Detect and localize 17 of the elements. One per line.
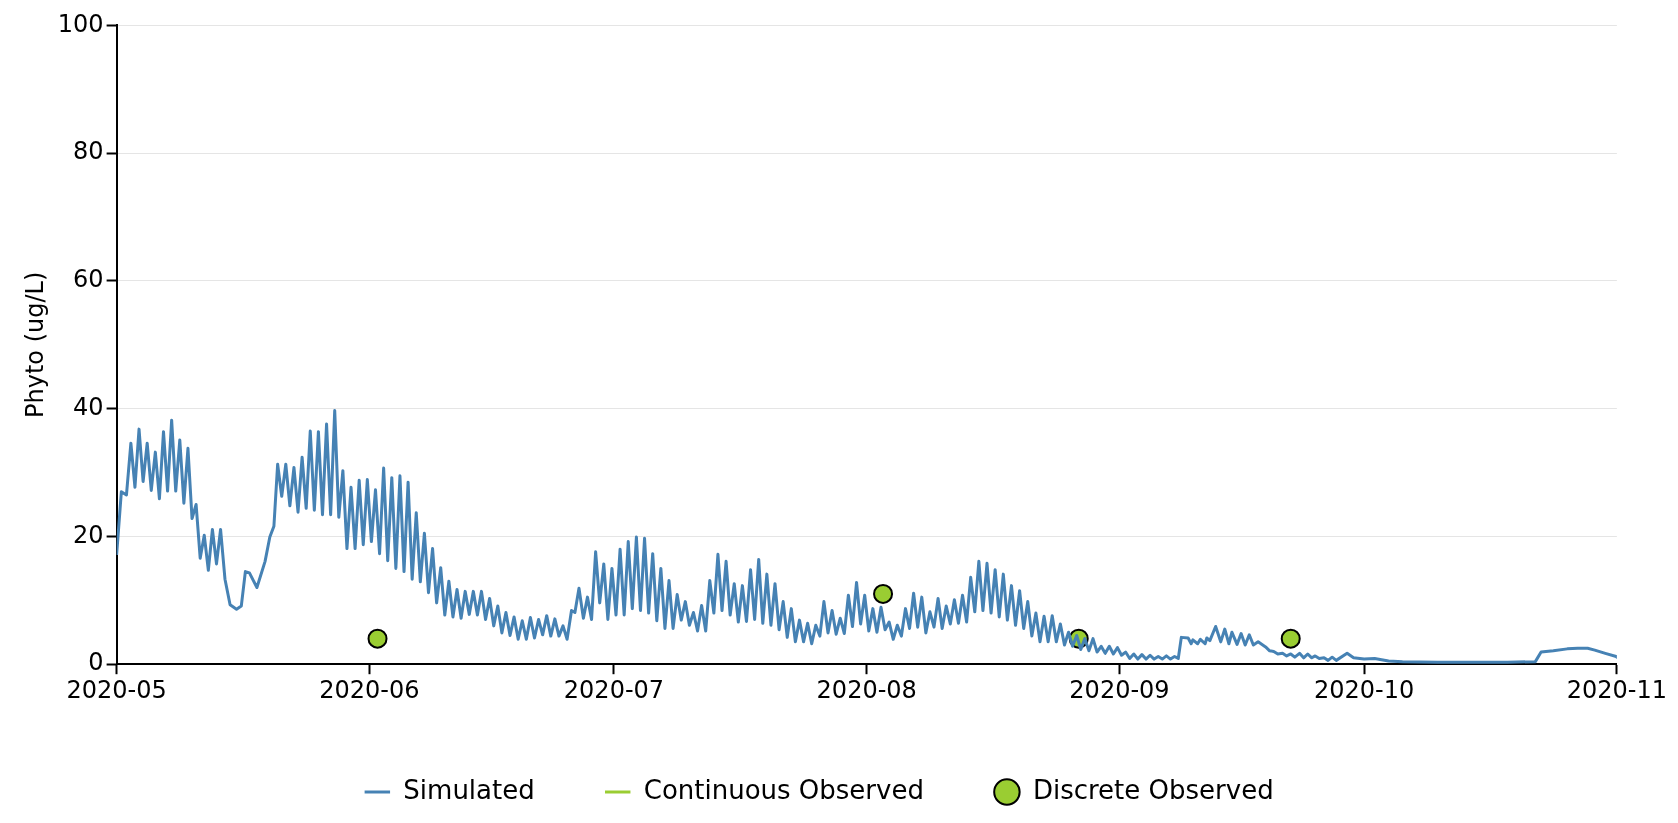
x-tick-label: 2020-08 xyxy=(816,675,917,704)
y-tick-label: 80 xyxy=(73,137,104,166)
x-tick-label: 2020-05 xyxy=(66,675,167,704)
x-tick-label: 2020-07 xyxy=(563,675,665,704)
x-tick-label: 2020-11 xyxy=(1566,675,1667,704)
y-tick-label: 0 xyxy=(88,648,104,677)
y-axis-title: Phyto (ug/L) xyxy=(20,271,49,418)
legend-label: Discrete Observed xyxy=(1032,774,1274,805)
legend-label: Continuous Observed xyxy=(643,774,924,805)
y-tick-label: 100 xyxy=(57,9,104,38)
y-tick-label: 40 xyxy=(73,392,104,421)
y-tick-label: 20 xyxy=(73,520,104,549)
x-tick-label: 2020-09 xyxy=(1069,675,1170,704)
legend-label: Simulated xyxy=(403,774,535,805)
x-tick-label: 2020-06 xyxy=(319,675,420,704)
x-tick-label: 2020-10 xyxy=(1313,675,1415,704)
y-tick-label: 60 xyxy=(73,265,104,294)
